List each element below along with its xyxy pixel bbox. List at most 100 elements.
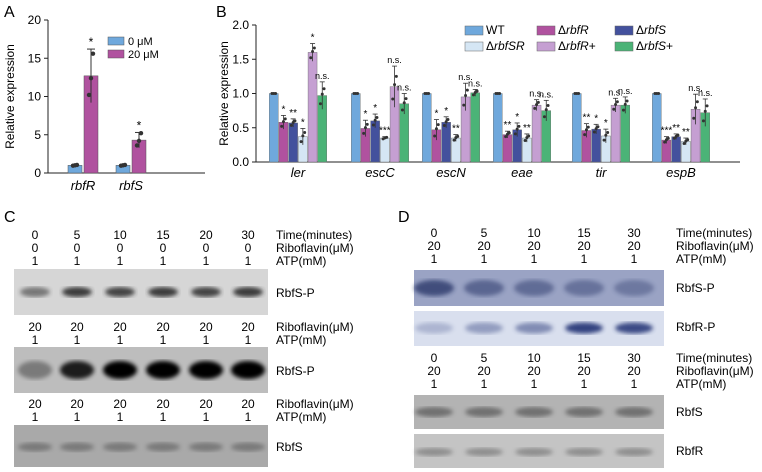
lane-value: 20 xyxy=(241,397,255,411)
bar xyxy=(441,122,451,163)
lane-value: 20 xyxy=(199,397,213,411)
data-point xyxy=(498,92,502,95)
lane-value: 1 xyxy=(531,377,538,391)
blot-band xyxy=(189,442,223,452)
bar xyxy=(269,93,279,163)
blot-band xyxy=(60,442,94,452)
significance-label: ** xyxy=(583,113,591,124)
lane-value: 30 xyxy=(627,226,641,240)
blot-band xyxy=(414,280,454,296)
blot-c-1-label: RbfS-P xyxy=(276,286,315,300)
x-tick-label: rbfS xyxy=(119,178,143,193)
data-point xyxy=(446,118,450,122)
lane-value: 15 xyxy=(577,226,591,240)
lane-value: 1 xyxy=(203,333,210,347)
lane-value: 1 xyxy=(32,410,39,424)
significance-label: n.s. xyxy=(688,83,703,93)
bar xyxy=(620,104,630,163)
data-point xyxy=(86,92,92,98)
x-tick-label: eae xyxy=(511,165,533,180)
significance-label: * xyxy=(363,109,367,120)
blot-c-3 xyxy=(14,425,268,467)
data-point xyxy=(465,88,469,92)
panel-d-blots: 0 5 10 15 30 Time(minutes)20 20 20 20 20 Riboflavi… xyxy=(414,226,754,468)
data-point xyxy=(695,100,699,104)
significance-label: * xyxy=(515,112,519,123)
panel-label-c: C xyxy=(4,209,16,226)
data-point xyxy=(356,92,360,95)
data-point xyxy=(281,120,285,124)
blot-band xyxy=(464,280,504,296)
legend-label: 20 μM xyxy=(128,49,159,61)
data-point xyxy=(301,134,305,138)
data-point xyxy=(536,100,540,104)
lane-value: 1 xyxy=(481,252,488,266)
lane-value: 5 xyxy=(481,351,488,365)
lane-value: 20 xyxy=(199,320,213,334)
data-point xyxy=(312,46,316,50)
data-point xyxy=(583,133,587,137)
row-label: Riboflavin(μM) xyxy=(676,364,754,378)
y-tick-label: 20 xyxy=(28,13,42,27)
panel-label-a: A xyxy=(4,4,15,21)
y-tick-label: 0.5 xyxy=(232,121,249,135)
data-point xyxy=(74,162,80,168)
data-point xyxy=(602,138,606,142)
lane-value: 20 xyxy=(156,397,170,411)
legend-swatch xyxy=(464,41,484,52)
data-point xyxy=(402,101,406,105)
x-tick-label: escN xyxy=(436,165,466,180)
significance-label: * xyxy=(301,117,305,128)
significance-label: n.s. xyxy=(539,89,554,99)
blot-band xyxy=(465,322,503,334)
lane-value: 20 xyxy=(241,320,255,334)
data-point xyxy=(625,99,629,103)
blot-band xyxy=(148,287,178,297)
lane-value: 15 xyxy=(577,351,591,365)
y-axis-label: Relative expression xyxy=(3,44,17,149)
significance-label: *** xyxy=(379,126,391,137)
data-point xyxy=(274,92,278,95)
blot-c-3-bands xyxy=(18,442,265,452)
lane-value: 1 xyxy=(160,333,167,347)
lane-value: 10 xyxy=(527,351,541,365)
data-point xyxy=(311,50,315,54)
data-point xyxy=(393,83,397,87)
significance-label: * xyxy=(434,109,438,120)
data-point xyxy=(444,120,448,124)
row-label: ATP(mM) xyxy=(276,254,326,268)
lane-value: 1 xyxy=(117,410,124,424)
lane-value: 1 xyxy=(160,410,167,424)
data-point xyxy=(433,134,437,138)
data-point xyxy=(373,118,377,122)
blot-c-2 xyxy=(14,347,268,393)
lane-value: 0 xyxy=(431,351,438,365)
data-point xyxy=(365,122,369,126)
lane-value: 1 xyxy=(431,252,438,266)
significance-label: ** xyxy=(682,127,690,138)
data-point xyxy=(686,138,690,142)
blot-band xyxy=(515,448,553,456)
significance-label: n.s. xyxy=(608,87,623,97)
significance-label: ** xyxy=(672,123,680,134)
legend-label: ΔrbfS xyxy=(636,23,666,37)
chart-a: 0 5 10 15 20 Relative expression * rbfR * rbfS 0 μ… xyxy=(3,13,205,193)
lane-value: 20 xyxy=(28,320,42,334)
legend-swatch xyxy=(614,41,634,52)
data-point xyxy=(612,107,616,111)
data-point xyxy=(462,103,466,107)
data-point xyxy=(375,115,379,119)
blot-band xyxy=(231,442,265,452)
lane-value: 20 xyxy=(577,239,591,253)
blot-c-2-label: RbfS-P xyxy=(276,364,315,378)
blot-d-3-bands xyxy=(415,407,653,417)
lane-value: 1 xyxy=(531,252,538,266)
data-point xyxy=(504,135,508,139)
data-point xyxy=(592,130,596,134)
bar xyxy=(470,92,480,163)
significance-label: * xyxy=(311,32,315,43)
blot-band xyxy=(465,407,503,417)
data-point xyxy=(594,127,598,131)
data-point xyxy=(452,138,456,142)
